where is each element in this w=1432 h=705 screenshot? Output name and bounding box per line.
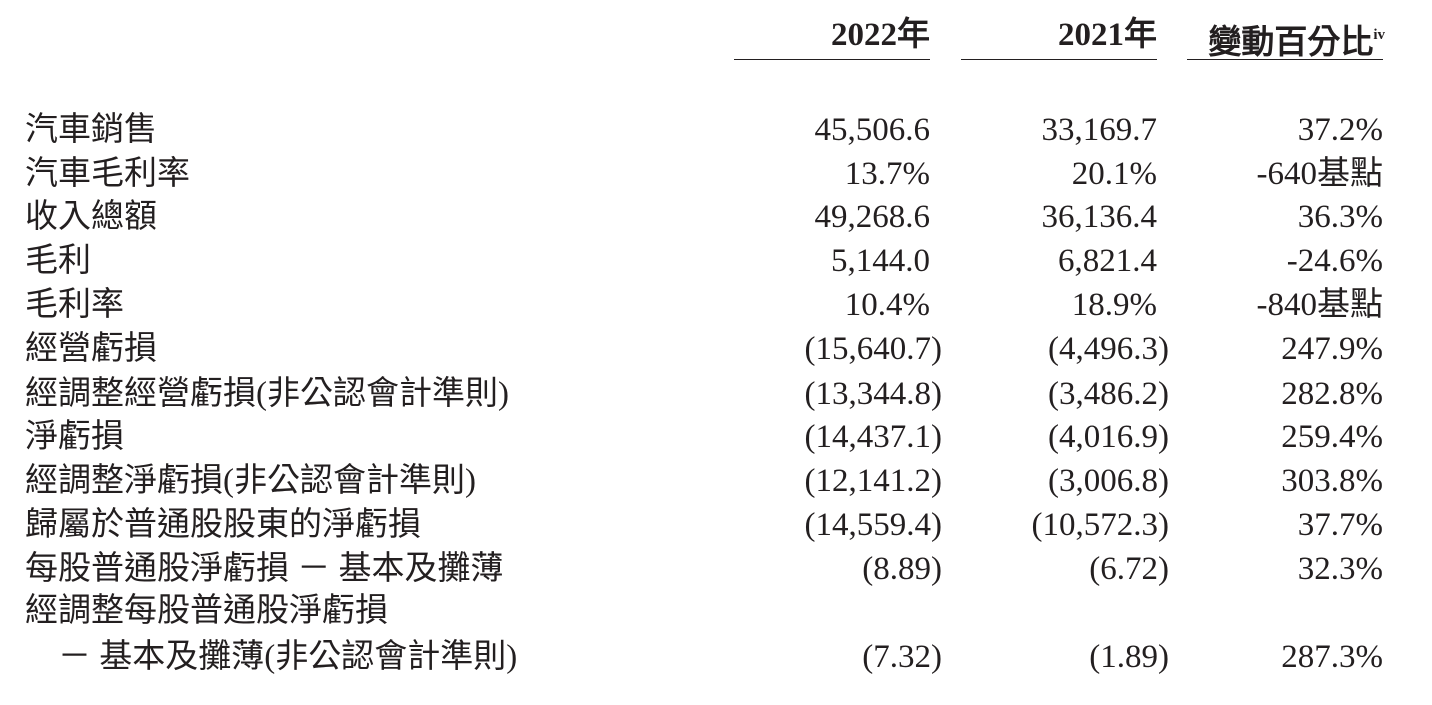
value-cell: (12,141.2) [804,463,942,499]
value-cell: 18.9% [1071,287,1157,323]
row-label: 經調整經營虧損(非公認會計準則) [25,376,509,412]
value-cell: (14,437.1) [804,419,942,455]
value-cell: (8.89) [862,551,942,587]
row-label: 經調整淨虧損(非公認會計準則) [25,463,476,499]
value-cell: 259.4% [1281,419,1383,455]
value-cell: 6,821.4 [1058,243,1157,279]
value-cell: 45,506.6 [814,112,931,148]
header-rule [961,59,1157,60]
row-label: 歸屬於普通股股東的淨虧損 [25,507,421,543]
value-cell: 5,144.0 [831,243,930,279]
value-cell: 13.7% [844,156,930,192]
row-label: 毛利 [25,243,91,279]
value-cell: 10.4% [844,287,930,323]
value-cell: 37.7% [1297,507,1383,543]
row-label: － 基本及攤薄(非公認會計準則) [25,639,518,675]
value-cell: 303.8% [1281,463,1383,499]
column-header: 變動百分比iv [1208,15,1385,63]
value-cell: -840基點 [1256,287,1384,323]
value-cell: 287.3% [1281,639,1383,675]
value-cell: (1.89) [1089,639,1169,675]
value-cell: 36,136.4 [1041,199,1158,235]
header-text: 2021年 [1058,17,1157,53]
value-cell: (4,496.3) [1048,331,1169,367]
value-cell: (3,486.2) [1048,376,1169,412]
value-cell: 37.2% [1297,112,1383,148]
value-cell: (14,559.4) [804,507,942,543]
value-cell: (3,006.8) [1048,463,1169,499]
column-header: 2021年 [1058,15,1157,55]
value-cell: (4,016.9) [1048,419,1169,455]
value-cell: (6.72) [1089,551,1169,587]
value-cell: 20.1% [1071,156,1157,192]
row-label: 經營虧損 [25,331,157,367]
value-cell: (15,640.7) [804,331,942,367]
value-cell: (10,572.3) [1031,507,1169,543]
row-label: 毛利率 [25,287,124,323]
row-label: 汽車毛利率 [25,156,190,192]
row-label: 汽車銷售 [25,112,157,148]
value-cell: 36.3% [1297,199,1383,235]
row-label: 收入總額 [25,199,157,235]
value-cell: -640基點 [1256,156,1384,192]
footnote-ref: iv [1373,27,1385,43]
value-cell: 282.8% [1281,376,1383,412]
value-cell: 33,169.7 [1041,112,1158,148]
value-cell: (13,344.8) [804,376,942,412]
header-rule [1187,59,1383,60]
value-cell: 32.3% [1297,551,1383,587]
column-header: 2022年 [831,15,930,55]
row-label: 每股普通股淨虧損 － 基本及攤薄 [25,551,504,587]
row-label: 淨虧損 [25,419,124,455]
header-text: 變動百分比 [1208,25,1374,61]
row-label: 經調整每股普通股淨虧損 [25,593,388,629]
value-cell: (7.32) [862,639,942,675]
value-cell: 49,268.6 [814,199,931,235]
header-rule [734,59,930,60]
header-text: 2022年 [831,17,930,53]
value-cell: 247.9% [1281,331,1383,367]
value-cell: -24.6% [1286,243,1383,279]
